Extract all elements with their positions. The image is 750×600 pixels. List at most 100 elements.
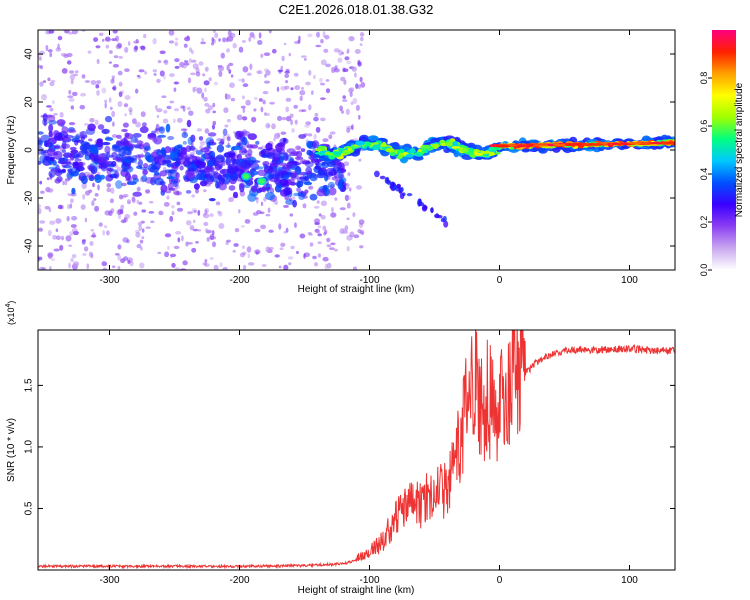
spectrogram-blob	[174, 66, 180, 69]
spectrogram-blob	[347, 195, 352, 200]
spectrogram-blob	[136, 186, 141, 192]
spectrogram-blob	[130, 136, 138, 143]
spectrogram-blob	[160, 148, 166, 154]
spectrogram-blob	[71, 227, 78, 234]
spectrogram-blob	[68, 98, 75, 102]
spectrogram-blob	[299, 90, 306, 96]
spectrogram-blob	[274, 254, 280, 258]
spectrogram-blob	[110, 187, 115, 194]
spectrogram-blob	[287, 256, 294, 260]
spectrogram-blob	[257, 169, 268, 176]
spectrogram-blob	[53, 112, 58, 116]
spectrogram-blob	[226, 239, 231, 243]
spectrogram-blob	[67, 193, 74, 197]
spectrogram-blob	[80, 204, 86, 210]
spectrogram-blob	[180, 147, 188, 155]
spectrogram-blob	[47, 148, 56, 157]
spectrogram-blob	[101, 128, 110, 135]
spectrogram-blob	[299, 176, 308, 180]
spectrogram-blob	[103, 225, 108, 229]
spectrogram-blob	[124, 159, 131, 163]
spectrogram-blob	[67, 31, 74, 35]
snr-y-ticks: 0.5 1.0 1.5	[24, 378, 675, 515]
spectrogram-blob	[81, 182, 87, 189]
spectrogram-blob	[163, 109, 168, 114]
spectrogram-blob	[430, 207, 434, 214]
spectrogram-blob	[61, 149, 67, 154]
spectrogram-blob	[39, 56, 42, 61]
spectrogram-blob	[351, 124, 354, 131]
spectrogram-blob	[398, 149, 405, 153]
spectrogram-blob	[342, 151, 351, 155]
spectrogram-blob	[215, 201, 221, 206]
spectrogram-blob	[168, 30, 175, 36]
spectrogram-blob	[138, 159, 143, 168]
spectrogram-blob	[90, 234, 97, 238]
spectrogram-blob	[296, 187, 301, 193]
spectrogram-blob	[349, 231, 355, 238]
spectrogram-blob	[400, 187, 404, 192]
spectrogram-blob	[192, 86, 196, 93]
spectrogram-blob	[301, 87, 304, 90]
spectrogram-blob	[285, 80, 289, 84]
spectrogram-blob	[342, 227, 348, 234]
spectrogram-blob	[49, 107, 54, 112]
spectrogram-blob	[251, 116, 257, 123]
spectrogram-blob	[300, 148, 306, 153]
spectrogram-blob	[263, 112, 267, 116]
spectrogram-blob	[52, 160, 57, 166]
spectrogram-blob	[243, 173, 249, 179]
spectrogram-blob	[153, 73, 157, 76]
spectrogram-blob	[276, 182, 282, 188]
spectrogram-blob	[174, 41, 179, 47]
spectrogram-blob	[290, 119, 293, 126]
spectrogram-blob	[215, 180, 220, 189]
spectrogram-blob	[147, 134, 156, 140]
spectrogram-blob	[298, 192, 305, 201]
spectrogram-blob	[121, 182, 127, 187]
spectrogram-blob	[266, 152, 276, 159]
spectrogram-blob	[164, 251, 170, 258]
spectrogram-blob	[355, 104, 360, 111]
spectrogram-blob	[357, 59, 361, 65]
spectrogram-blob	[280, 86, 287, 91]
spectrogram-blob	[437, 215, 443, 219]
spectrogram-blob	[355, 140, 365, 146]
spectrogram-blob	[248, 36, 252, 42]
spectrogram-blob	[325, 79, 330, 82]
spectrogram-blob	[61, 68, 68, 74]
spectrogram-blob	[396, 184, 401, 189]
spectrogram-blob	[326, 262, 332, 269]
spectrogram-blob	[390, 181, 395, 188]
spectrogram-blob	[293, 104, 299, 109]
spectrogram-blob	[195, 71, 201, 77]
spectrogram-blob	[74, 139, 79, 146]
spectrogram-blob	[232, 250, 236, 253]
spectrogram-blob	[324, 263, 328, 270]
spectrogram-blob	[204, 228, 209, 232]
spectrogram-blob	[49, 52, 53, 58]
spectrogram-blob	[39, 155, 46, 164]
spectrogram-blob	[278, 69, 282, 74]
spectrogram-blob	[342, 95, 347, 99]
spectrogram-blob	[166, 195, 170, 200]
spectrogram-blob	[322, 225, 327, 231]
spectrogram-blob	[316, 173, 326, 179]
snr-multiplier-close: )	[6, 301, 16, 304]
spectrogram-blob	[311, 140, 320, 149]
spectrogram-blob	[320, 39, 324, 44]
spectrogram-blob	[212, 102, 216, 108]
spectrogram-blob	[324, 34, 330, 40]
spectrogram-blob	[240, 225, 245, 228]
spectrogram-blob	[249, 144, 259, 149]
spectrogram-blob	[474, 152, 483, 156]
spectrogram-blob	[329, 247, 335, 251]
spectrogram-blob	[47, 253, 53, 260]
spectrogram-blob	[239, 252, 246, 258]
spectrogram-blob	[298, 35, 301, 41]
spectrogram-blob	[174, 58, 180, 63]
spectrogram-blob	[112, 86, 116, 90]
spectrogram-blob	[190, 72, 197, 76]
spectrogram-blob	[347, 172, 351, 176]
spectrogram-blob	[359, 32, 365, 37]
